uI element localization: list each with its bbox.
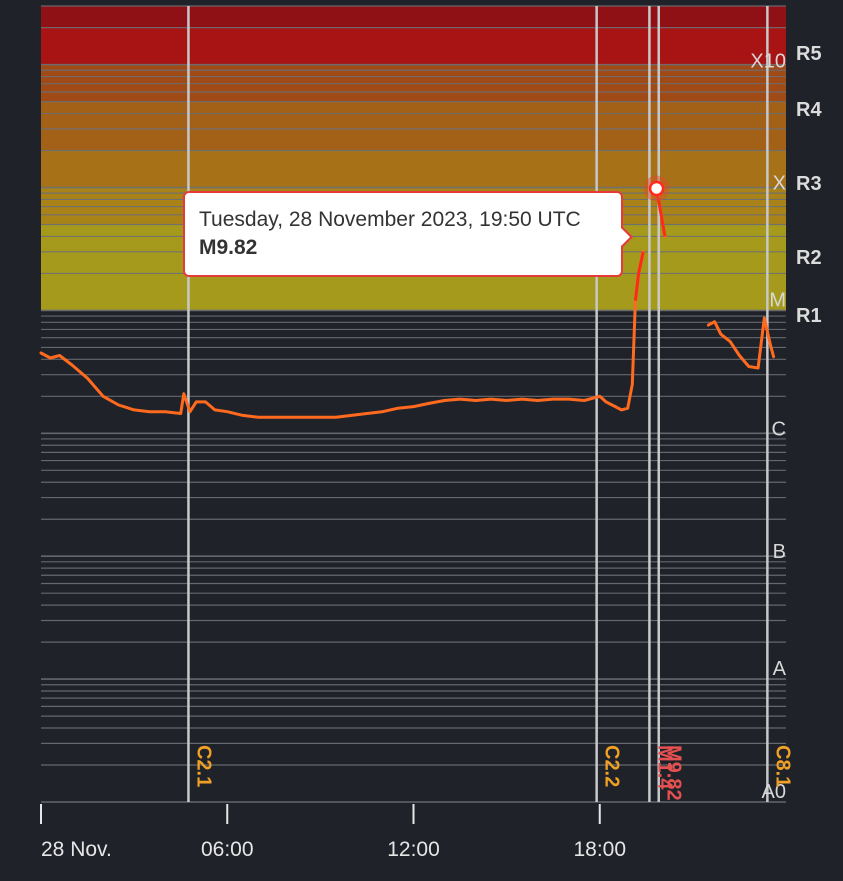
class-label: M [769, 289, 786, 311]
tooltip-date: Tuesday, 28 November 2023, 19:50 UTC [199, 208, 581, 231]
x-tick-label: 28 Nov. [41, 838, 112, 861]
radio-label: R4 [796, 99, 822, 121]
flare-label: C2.1 [192, 745, 214, 787]
x-tick-label: 18:00 [573, 838, 626, 861]
radio-label: R3 [796, 173, 822, 195]
radio-band [41, 101, 786, 151]
class-label: X10 [750, 51, 786, 73]
flare-label: C8.1 [771, 745, 793, 787]
class-label: B [773, 541, 786, 563]
radio-band [41, 6, 786, 28]
xray-flux-series [39, 175, 776, 419]
x-tick-label: 06:00 [201, 838, 254, 861]
highlight-point[interactable] [648, 180, 665, 197]
radio-label: R2 [796, 247, 822, 269]
flare-label: M1.4 [653, 745, 675, 790]
peak-line [655, 188, 667, 237]
class-label: X [773, 173, 786, 195]
flux-line [39, 250, 645, 419]
class-label: A0 [762, 781, 786, 803]
radio-label: R5 [796, 43, 822, 65]
class-label: C [772, 418, 786, 440]
radio-label: R1 [796, 305, 822, 327]
tooltip-value: M9.82 [199, 236, 258, 259]
radio-band [41, 150, 786, 188]
rise-line [633, 251, 645, 301]
axis-labels: 28 Nov. 06:00 12:00 18:00 A0 A B C M X X10 R1 R2 R3 R4… [40, 43, 822, 861]
radio-band [41, 27, 786, 65]
flux-line [706, 316, 776, 370]
flare-label: M9.82 [663, 745, 685, 801]
class-label: A [773, 658, 787, 680]
x-tick-label: 12:00 [387, 838, 440, 861]
flare-label: C2.2 [601, 745, 623, 787]
data-point-tooltip: Tuesday, 28 November 2023, 19:50 UTC M9.… [183, 191, 633, 277]
